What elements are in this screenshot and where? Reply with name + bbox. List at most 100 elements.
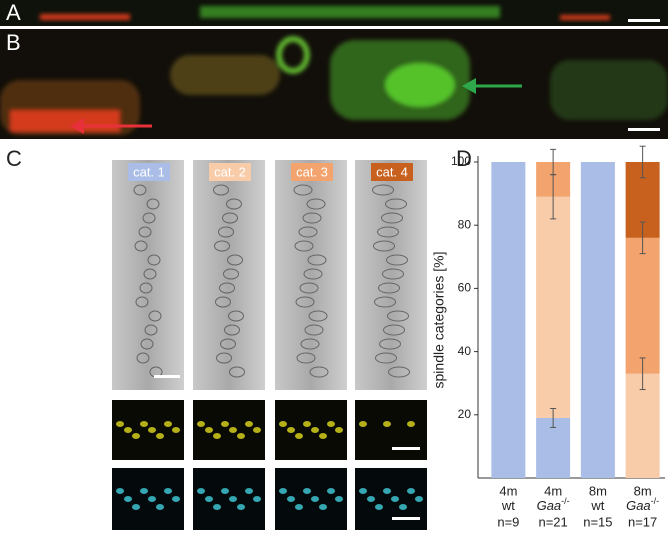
texture xyxy=(213,184,229,196)
fluorescence xyxy=(40,6,610,20)
green-arrow xyxy=(462,78,522,94)
panel-label: D xyxy=(456,146,472,171)
scale-bar xyxy=(628,19,660,22)
texture xyxy=(306,198,326,210)
texture xyxy=(302,212,322,224)
texture xyxy=(148,310,162,322)
scale-bar xyxy=(392,517,420,520)
nucleus xyxy=(253,427,261,433)
genotype-sup: -/- xyxy=(651,496,660,506)
x-tick-label: 8m xyxy=(634,483,652,498)
nucleus xyxy=(221,421,229,427)
nucleus xyxy=(205,427,213,433)
nucleus xyxy=(213,504,221,510)
nucleus xyxy=(172,427,180,433)
bar-segment xyxy=(536,196,571,418)
panel-label: A xyxy=(6,0,21,25)
texture xyxy=(379,338,401,350)
nucleus xyxy=(229,427,237,433)
nucleus xyxy=(140,488,148,494)
category-label: cat. 2 xyxy=(214,164,246,179)
texture xyxy=(218,226,234,238)
brightfield-image xyxy=(275,160,347,390)
genotype: wt xyxy=(590,498,604,513)
nucleus xyxy=(116,421,124,427)
nucleus xyxy=(303,421,311,427)
texture xyxy=(304,324,324,336)
scale-bar xyxy=(628,128,660,131)
nucleus xyxy=(124,427,132,433)
category-label-box xyxy=(128,163,170,181)
texture xyxy=(214,240,230,252)
scale-bar xyxy=(154,375,180,378)
nucleus xyxy=(311,496,319,502)
texture xyxy=(300,338,320,350)
nucleus xyxy=(311,427,319,433)
texture xyxy=(142,212,156,224)
texture xyxy=(387,310,409,322)
texture xyxy=(372,184,394,196)
texture xyxy=(294,240,314,252)
nucleus xyxy=(132,504,140,510)
nucleus xyxy=(172,496,180,502)
texture xyxy=(227,254,243,266)
genotype: wt xyxy=(501,498,515,513)
y-axis-label: spindle categories [%] xyxy=(431,252,447,389)
nucleus xyxy=(295,433,303,439)
nucleus xyxy=(279,421,287,427)
nucleus xyxy=(156,433,164,439)
texture xyxy=(138,226,152,238)
texture xyxy=(228,310,244,322)
bar-segment xyxy=(625,237,660,374)
nucleus xyxy=(156,504,164,510)
nucleus xyxy=(197,488,205,494)
nucleus xyxy=(116,488,124,494)
nucleus xyxy=(335,496,343,502)
texture xyxy=(215,296,231,308)
nucleus xyxy=(279,488,287,494)
nucleus xyxy=(124,496,132,502)
texture xyxy=(295,296,315,308)
nucleus xyxy=(303,488,311,494)
scale-bar xyxy=(392,447,420,450)
x-tick-label: n=15 xyxy=(583,514,612,529)
category-label: cat. 1 xyxy=(133,164,165,179)
nucleus xyxy=(164,421,172,427)
micrographs-c: cat. 1 cat. 2 cat. 3 cat. 4 xyxy=(112,160,427,530)
nucleus xyxy=(359,488,367,494)
red-arrow xyxy=(70,118,152,134)
texture xyxy=(377,226,399,238)
texture xyxy=(136,352,150,364)
genotype: Gaa xyxy=(626,498,651,513)
texture xyxy=(382,268,404,280)
x-tick-label: wt xyxy=(590,498,604,513)
nucleus xyxy=(319,504,327,510)
texture xyxy=(298,226,318,238)
nucleus xyxy=(327,421,335,427)
x-tick-label: n=17 xyxy=(628,514,657,529)
x-tick-label: 4m xyxy=(499,483,517,498)
y-tick-label: 80 xyxy=(458,217,472,231)
error-bar xyxy=(639,357,646,391)
texture xyxy=(303,268,323,280)
category-label-box xyxy=(371,163,413,181)
x-tick-label: 8m xyxy=(589,483,607,498)
nucleus xyxy=(407,421,415,427)
x-tick-label: n=9 xyxy=(497,514,519,529)
texture xyxy=(146,198,160,210)
y-tick-label: 40 xyxy=(458,344,472,358)
nucleus xyxy=(287,427,295,433)
brightfield-image xyxy=(355,160,427,390)
texture xyxy=(219,282,235,294)
brightfield-image xyxy=(193,160,265,390)
nucleus xyxy=(164,488,172,494)
nucleus xyxy=(287,496,295,502)
texture xyxy=(223,268,239,280)
nucleus xyxy=(221,488,229,494)
fluorescence xyxy=(0,36,668,135)
x-tick-label: n=21 xyxy=(538,514,567,529)
nucleus xyxy=(140,421,148,427)
panel-label: B xyxy=(6,30,21,55)
error-bar xyxy=(550,148,557,176)
